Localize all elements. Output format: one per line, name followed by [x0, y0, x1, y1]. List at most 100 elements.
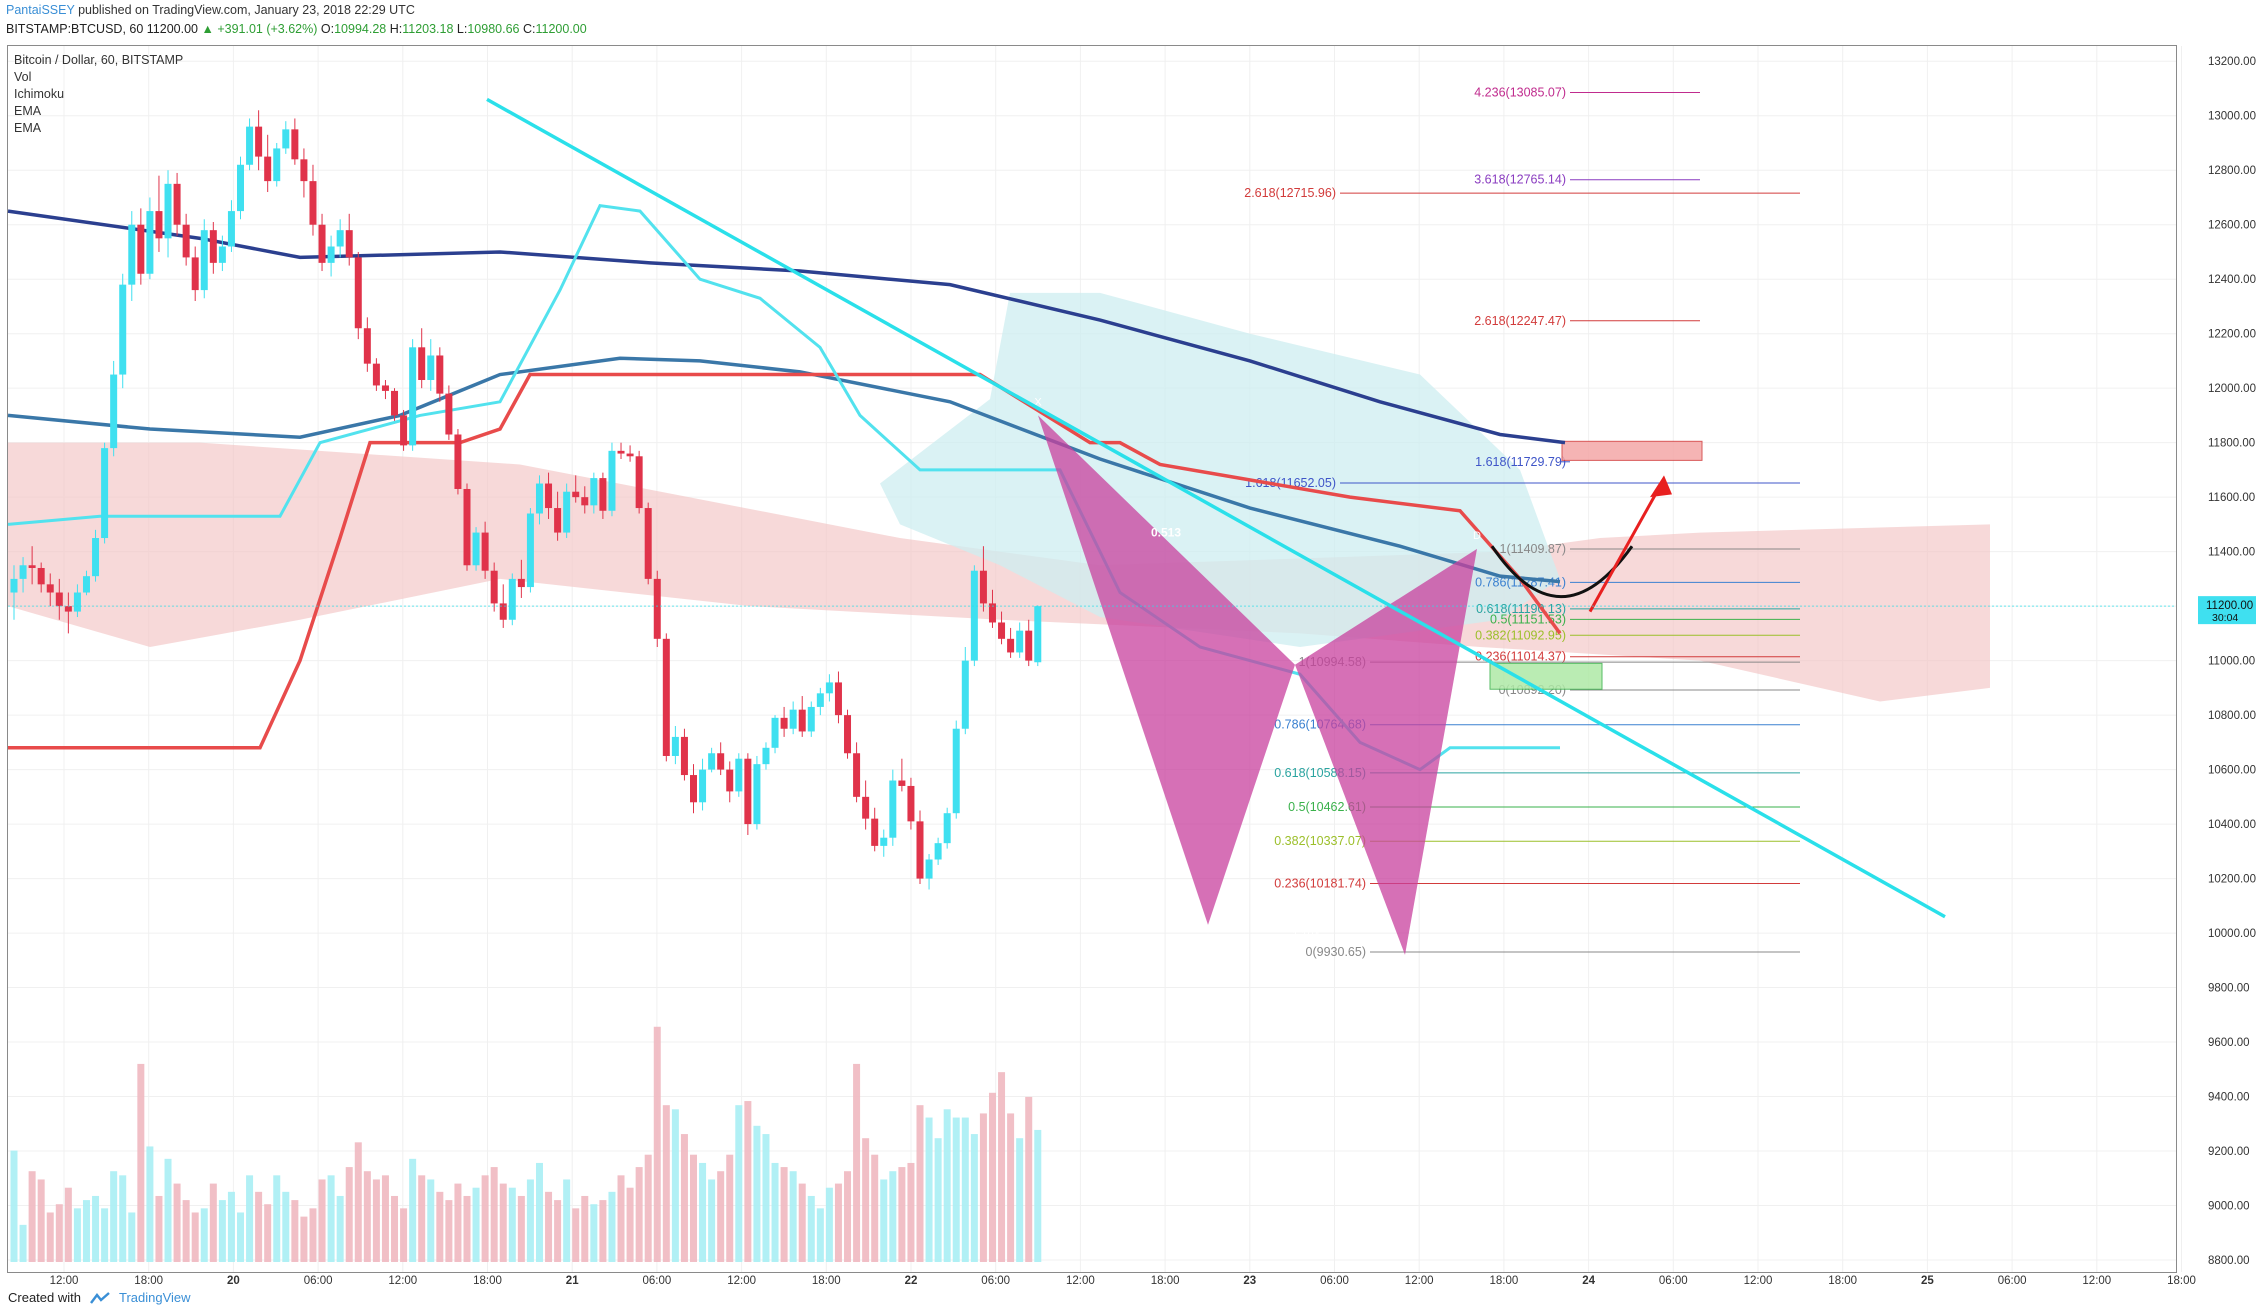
chart-frame[interactable] — [7, 45, 2177, 1273]
candle-body — [155, 211, 163, 239]
volume-bar — [517, 1195, 525, 1262]
publisher-username[interactable]: PantaiSSEY — [6, 3, 75, 17]
pattern-xab-triangle — [1038, 415, 1295, 925]
volume-bar — [816, 1208, 824, 1262]
candle-body — [1007, 638, 1015, 653]
buy-zone — [1489, 662, 1603, 690]
volume-bar — [37, 1179, 45, 1262]
x-tick-label: 18:00 — [2167, 1275, 2196, 1287]
x-tick-label: 18:00 — [812, 1275, 841, 1287]
volume-bar — [409, 1158, 417, 1262]
legend-ichimoku[interactable]: Ichimoku — [14, 87, 65, 101]
candle-body — [608, 450, 616, 511]
volume-bar — [209, 1183, 217, 1262]
candle-body — [436, 355, 444, 394]
volume-bar — [798, 1183, 806, 1262]
pattern-point-d: D — [1473, 530, 1481, 542]
volume-bar — [671, 1109, 679, 1262]
volume-bar — [363, 1171, 371, 1262]
volume-bar — [599, 1200, 607, 1262]
y-tick-label: 10400.00 — [2208, 819, 2256, 831]
volume-bar — [128, 1212, 136, 1262]
candle-body — [82, 576, 90, 593]
fib-level-label: 1.618(11729.79) — [1475, 455, 1566, 469]
volume-bar — [853, 1063, 861, 1262]
volume-bar — [572, 1208, 580, 1262]
fib-level-label: 3.618(12765.14) — [1474, 173, 1566, 187]
volume-bar — [92, 1195, 100, 1262]
footer: Created with TradingView — [8, 1290, 191, 1305]
volume-bar — [726, 1154, 734, 1262]
candle-body — [37, 567, 45, 585]
y-tick-label: 10200.00 — [2208, 874, 2256, 886]
y-tick-label: 12400.00 — [2208, 274, 2256, 286]
x-tick-label: 12:00 — [388, 1275, 417, 1287]
candle-body — [137, 224, 145, 274]
candle-body — [445, 393, 453, 435]
legend-ema-1[interactable]: EMA — [14, 104, 42, 118]
candle-body — [780, 717, 788, 729]
price-change: ▲ +391.01 (+3.62%) — [201, 22, 318, 36]
cloud-teal-area — [880, 292, 1560, 647]
y-tick-label: 9600.00 — [2208, 1037, 2250, 1049]
symbol-name: BITSTAMP:BTCUSD, 60 — [6, 22, 144, 36]
y-tick-label: 11600.00 — [2208, 492, 2255, 504]
y-tick-label: 9400.00 — [2208, 1092, 2250, 1104]
candle-body — [227, 211, 235, 247]
volume-bar — [834, 1183, 842, 1262]
candle-body — [834, 682, 842, 716]
volume-bar — [608, 1191, 616, 1262]
tradingview-brand[interactable]: TradingView — [118, 1290, 191, 1305]
fib-level-label: 1(11409.87) — [1500, 542, 1567, 556]
cloud-red-area — [8, 442, 1990, 702]
candle-body — [934, 843, 942, 860]
x-tick-label: 22 — [905, 1275, 918, 1287]
legend-vol[interactable]: Vol — [14, 70, 32, 84]
y-tick-label: 9800.00 — [2208, 983, 2250, 995]
pattern-point-c: C — [1401, 962, 1409, 974]
candle-body — [572, 491, 580, 498]
candlesticks — [10, 110, 1042, 890]
volume-bar — [73, 1208, 81, 1262]
candle-body — [617, 450, 625, 454]
candle-body — [427, 355, 435, 381]
volume-bar — [164, 1158, 172, 1262]
candle-body — [735, 758, 743, 792]
volume-bar — [581, 1195, 589, 1262]
x-tick-label: 18:00 — [134, 1275, 163, 1287]
fib-level-label: 0.236(11014.37) — [1475, 650, 1566, 664]
ema-long-line — [7, 209, 1566, 445]
y-tick-label: 12800.00 — [2208, 165, 2256, 177]
volume-bar — [64, 1187, 72, 1262]
pattern-point-b: B — [1291, 648, 1298, 660]
volume-bar — [898, 1167, 906, 1262]
volume-bar — [590, 1204, 598, 1262]
volume-bar — [10, 1150, 18, 1262]
tradingview-logo-icon — [90, 1291, 110, 1304]
candle-body — [273, 148, 281, 182]
candle-body — [961, 660, 969, 729]
fib-level-label: 2.618(12715.96) — [1244, 186, 1336, 200]
volume-bar — [771, 1162, 779, 1262]
volume-bar — [662, 1105, 670, 1262]
candle-body — [626, 453, 634, 457]
legend-ema-2[interactable]: EMA — [14, 121, 42, 135]
candle-body — [55, 592, 63, 607]
drawings — [8, 97, 2176, 919]
y-tick-label: 10600.00 — [2208, 765, 2256, 777]
volume-bar — [418, 1175, 426, 1262]
candle-body — [255, 126, 263, 157]
volume-bar — [998, 1072, 1006, 1262]
candle-body — [182, 224, 190, 258]
candle-body — [481, 532, 489, 571]
candle-body — [1034, 606, 1042, 663]
volume-bar — [246, 1175, 254, 1262]
x-tick-label: 12:00 — [1744, 1275, 1773, 1287]
volume-bar — [55, 1204, 63, 1262]
volume-bar — [237, 1212, 244, 1262]
candle-body — [1016, 630, 1024, 653]
x-tick-label: 12:00 — [1066, 1275, 1095, 1287]
candle-body — [372, 363, 380, 386]
volume-bar — [200, 1208, 208, 1262]
